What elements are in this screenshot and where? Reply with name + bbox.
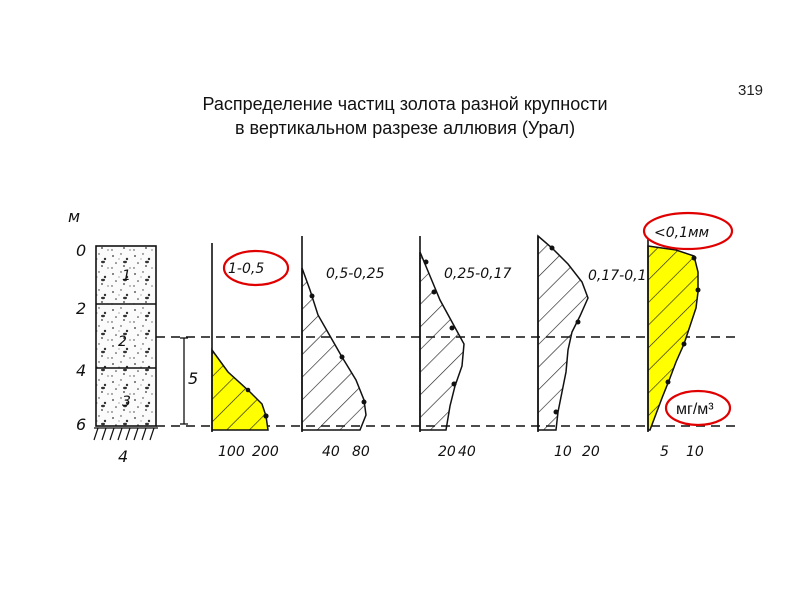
highlight-circle bbox=[642, 211, 734, 251]
tick-label: 10 bbox=[554, 444, 572, 460]
fraction-label: <0,1мм bbox=[654, 225, 710, 241]
column-body bbox=[95, 245, 157, 427]
data-point bbox=[681, 341, 687, 347]
data-point bbox=[449, 325, 455, 331]
profile-fraction-0-25-0-17: 0,25-0,17 20 40 bbox=[419, 236, 511, 460]
tick-label: 200 bbox=[252, 444, 279, 460]
unit-label: мг/м³ bbox=[676, 401, 714, 418]
bedrock-label: 4 bbox=[118, 447, 128, 466]
profile-fraction-0-17-0-1: 0,17-0,1 10 20 bbox=[537, 234, 647, 460]
title-line-2: в вертикальном разрезе аллювия (Урал) bbox=[234, 118, 576, 138]
depth-tick-2: 2 bbox=[76, 299, 86, 318]
thickness-label: 5 bbox=[188, 369, 198, 388]
profile-fraction-1-0-5: 1-0,5 100 200 bbox=[211, 243, 290, 460]
slide-title: Распределение частиц золота разной крупн… bbox=[100, 92, 710, 140]
tick-label: 20 bbox=[438, 444, 456, 460]
layer-1-label: 1 bbox=[122, 268, 131, 284]
depth-tick-0: 0 bbox=[76, 241, 86, 260]
profile-fill bbox=[301, 267, 367, 431]
depth-tick-4: 4 bbox=[76, 361, 86, 380]
data-point bbox=[361, 399, 367, 405]
tick-label: 40 bbox=[322, 444, 340, 460]
data-point bbox=[431, 289, 437, 295]
fraction-label: 0,5-0,25 bbox=[326, 266, 385, 282]
data-point bbox=[549, 245, 555, 251]
data-point bbox=[451, 381, 457, 387]
layer-2-label: 2 bbox=[118, 334, 127, 350]
fraction-label: 0,17-0,1 bbox=[588, 268, 647, 284]
tick-label: 10 bbox=[686, 444, 704, 460]
page-number: 319 bbox=[738, 82, 764, 99]
highlight-circle bbox=[222, 249, 290, 287]
unit-highlight-circle bbox=[664, 389, 732, 427]
tick-label: 20 bbox=[582, 444, 600, 460]
data-point bbox=[245, 387, 251, 393]
depth-tick-6: 6 bbox=[76, 415, 86, 434]
depth-axis: м 0 2 4 6 bbox=[68, 207, 86, 434]
layer-3-label: 3 bbox=[122, 394, 131, 410]
tick-label: 100 bbox=[218, 444, 245, 460]
profile-fraction-0-5-0-25: 0,5-0,25 40 80 bbox=[301, 236, 385, 460]
profile-fill bbox=[211, 347, 269, 431]
data-point bbox=[263, 413, 269, 419]
data-point bbox=[339, 354, 345, 360]
data-point bbox=[665, 379, 671, 385]
data-point bbox=[695, 287, 701, 293]
bedrock-hatch bbox=[93, 427, 158, 441]
geological-column: 1 2 3 4 bbox=[93, 245, 158, 466]
fraction-label: 1-0,5 bbox=[228, 261, 264, 277]
data-point bbox=[691, 255, 697, 261]
depth-unit-label: м bbox=[68, 207, 80, 226]
data-point bbox=[423, 259, 429, 265]
tick-label: 5 bbox=[660, 444, 669, 460]
data-point bbox=[553, 409, 559, 415]
data-point bbox=[309, 293, 315, 299]
profile-fraction-less-0-1: <0,1мм мг/м³ 5 10 bbox=[642, 211, 734, 460]
tick-label: 80 bbox=[352, 444, 370, 460]
profile-fill bbox=[537, 234, 589, 431]
tick-label: 40 bbox=[458, 444, 476, 460]
fraction-label: 0,25-0,17 bbox=[444, 266, 511, 282]
data-point bbox=[575, 319, 581, 325]
productive-layer-bracket: 5 bbox=[180, 337, 198, 425]
title-line-1: Распределение частиц золота разной крупн… bbox=[202, 94, 608, 114]
